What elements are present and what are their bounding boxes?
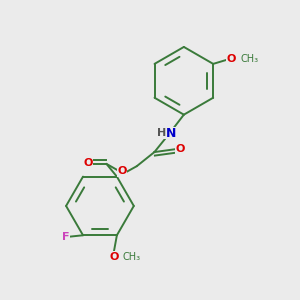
Text: F: F	[61, 232, 69, 242]
Text: CH₃: CH₃	[122, 252, 140, 262]
Text: O: O	[176, 143, 185, 154]
Text: N: N	[166, 127, 177, 140]
Text: O: O	[227, 54, 236, 64]
Text: O: O	[83, 158, 93, 168]
Text: O: O	[110, 252, 119, 262]
Text: H: H	[157, 128, 167, 138]
Text: CH₃: CH₃	[240, 54, 258, 64]
Text: O: O	[117, 166, 127, 176]
